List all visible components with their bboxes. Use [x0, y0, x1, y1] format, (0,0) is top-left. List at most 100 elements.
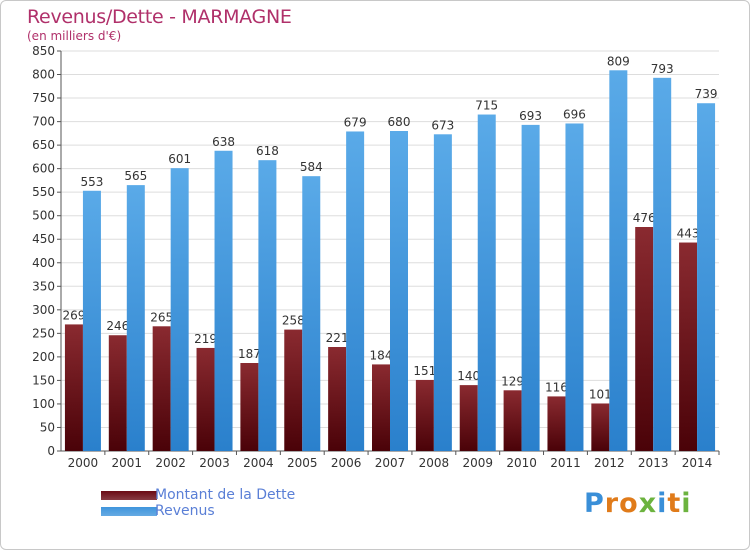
data-label-revenus: 793	[651, 62, 674, 76]
chart-subtitle: (en milliers d'€)	[27, 29, 122, 43]
y-tick-label: 450	[32, 232, 55, 246]
legend-swatch-revenus	[101, 506, 157, 516]
y-tick-label: 600	[32, 162, 55, 176]
bar-dette	[503, 390, 522, 451]
bar-revenus	[302, 176, 321, 452]
bar-revenus	[126, 185, 145, 451]
data-label-dette: 140	[457, 369, 480, 383]
logo-letter: x	[638, 488, 658, 519]
y-tick-label: 350	[32, 279, 55, 293]
bar-dette	[679, 242, 698, 451]
bar-dette	[635, 227, 654, 451]
bar-revenus	[521, 124, 540, 451]
logo-letter: r	[604, 488, 620, 519]
data-label-dette: 265	[150, 310, 173, 324]
y-tick-label: 650	[32, 138, 55, 152]
bar-dette	[108, 335, 127, 451]
data-label-revenus: 618	[256, 144, 279, 158]
data-label-revenus: 679	[344, 115, 367, 129]
bar-revenus	[433, 134, 452, 451]
x-tick-label: 2007	[375, 456, 406, 470]
data-label-revenus: 673	[431, 118, 454, 132]
data-label-revenus: 638	[212, 135, 235, 149]
y-tick-label: 250	[32, 326, 55, 340]
bar-revenus	[170, 168, 189, 452]
legend-item-dette: Montant de la Dette	[101, 487, 295, 503]
x-tick-label: 2006	[331, 456, 362, 470]
x-tick-label: 2004	[243, 456, 274, 470]
chart-title: Revenus/Dette - MARMAGNE	[27, 6, 292, 28]
data-label-revenus: 565	[124, 169, 147, 183]
x-tick-label: 2001	[112, 456, 143, 470]
bar-dette	[459, 385, 478, 451]
bar-dette	[547, 396, 566, 451]
x-tick-label: 2011	[550, 456, 581, 470]
bar-dette	[64, 324, 83, 451]
bar-dette	[196, 347, 215, 451]
y-tick-label: 750	[32, 91, 55, 105]
x-tick-label: 2005	[287, 456, 318, 470]
bar-revenus	[82, 190, 101, 451]
data-label-revenus: 693	[519, 109, 542, 123]
data-label-dette: 101	[589, 387, 612, 401]
data-label-dette: 116	[545, 380, 568, 394]
logo-letter: o	[619, 488, 639, 519]
data-label-dette: 476	[633, 211, 656, 225]
data-label-revenus: 696	[563, 107, 586, 121]
y-tick-label: 0	[47, 444, 55, 458]
data-label-dette: 129	[501, 374, 524, 388]
legend-swatch-dette	[101, 490, 157, 500]
y-tick-label: 400	[32, 256, 55, 270]
bar-revenus	[258, 160, 277, 452]
data-label-dette: 219	[194, 332, 217, 346]
data-label-dette: 246	[106, 319, 129, 333]
x-tick-label: 2014	[682, 456, 713, 470]
bar-dette	[152, 326, 171, 451]
y-tick-label: 50	[40, 420, 55, 434]
data-label-revenus: 601	[168, 152, 191, 166]
x-tick-label: 2010	[506, 456, 537, 470]
x-tick-label: 2008	[419, 456, 450, 470]
y-tick-label: 200	[32, 350, 55, 364]
y-tick-label: 700	[32, 115, 55, 129]
data-label-dette: 269	[62, 308, 85, 322]
data-label-revenus: 553	[80, 175, 103, 189]
logo-letter: P	[584, 488, 605, 519]
data-label-revenus: 680	[388, 115, 411, 129]
y-tick-label: 100	[32, 397, 55, 411]
x-tick-label: 2012	[594, 456, 625, 470]
y-tick-label: 500	[32, 209, 55, 223]
y-tick-label: 800	[32, 68, 55, 82]
bar-revenus	[565, 123, 584, 452]
bar-revenus	[390, 131, 408, 451]
logo-letter: i	[657, 488, 668, 519]
data-label-dette: 258	[282, 314, 305, 328]
bar-dette	[240, 363, 259, 451]
legend: Montant de la Dette Revenus	[101, 487, 295, 519]
bar-revenus	[477, 114, 496, 451]
bar-revenus	[346, 131, 365, 451]
bar-revenus	[697, 103, 716, 451]
x-tick-label: 2002	[155, 456, 186, 470]
bar-dette	[328, 347, 347, 451]
data-label-dette: 221	[326, 331, 349, 345]
bar-dette	[372, 364, 390, 451]
x-tick-label: 2009	[462, 456, 493, 470]
y-tick-label: 850	[32, 44, 55, 58]
bar-revenus	[214, 150, 233, 451]
bar-revenus	[653, 77, 672, 451]
legend-label-dette: Montant de la Dette	[155, 487, 296, 503]
x-tick-label: 2013	[638, 456, 669, 470]
data-label-dette: 184	[370, 348, 393, 362]
data-label-dette: 443	[677, 227, 700, 241]
bar-dette	[591, 403, 610, 451]
bar-dette	[415, 379, 434, 451]
data-label-dette: 151	[413, 364, 436, 378]
y-tick-label: 300	[32, 303, 55, 317]
logo-letter: i	[681, 488, 692, 519]
legend-label-revenus: Revenus	[155, 503, 215, 519]
y-tick-label: 150	[32, 373, 55, 387]
logo-letter: t	[667, 488, 682, 519]
bar-dette	[284, 329, 303, 451]
